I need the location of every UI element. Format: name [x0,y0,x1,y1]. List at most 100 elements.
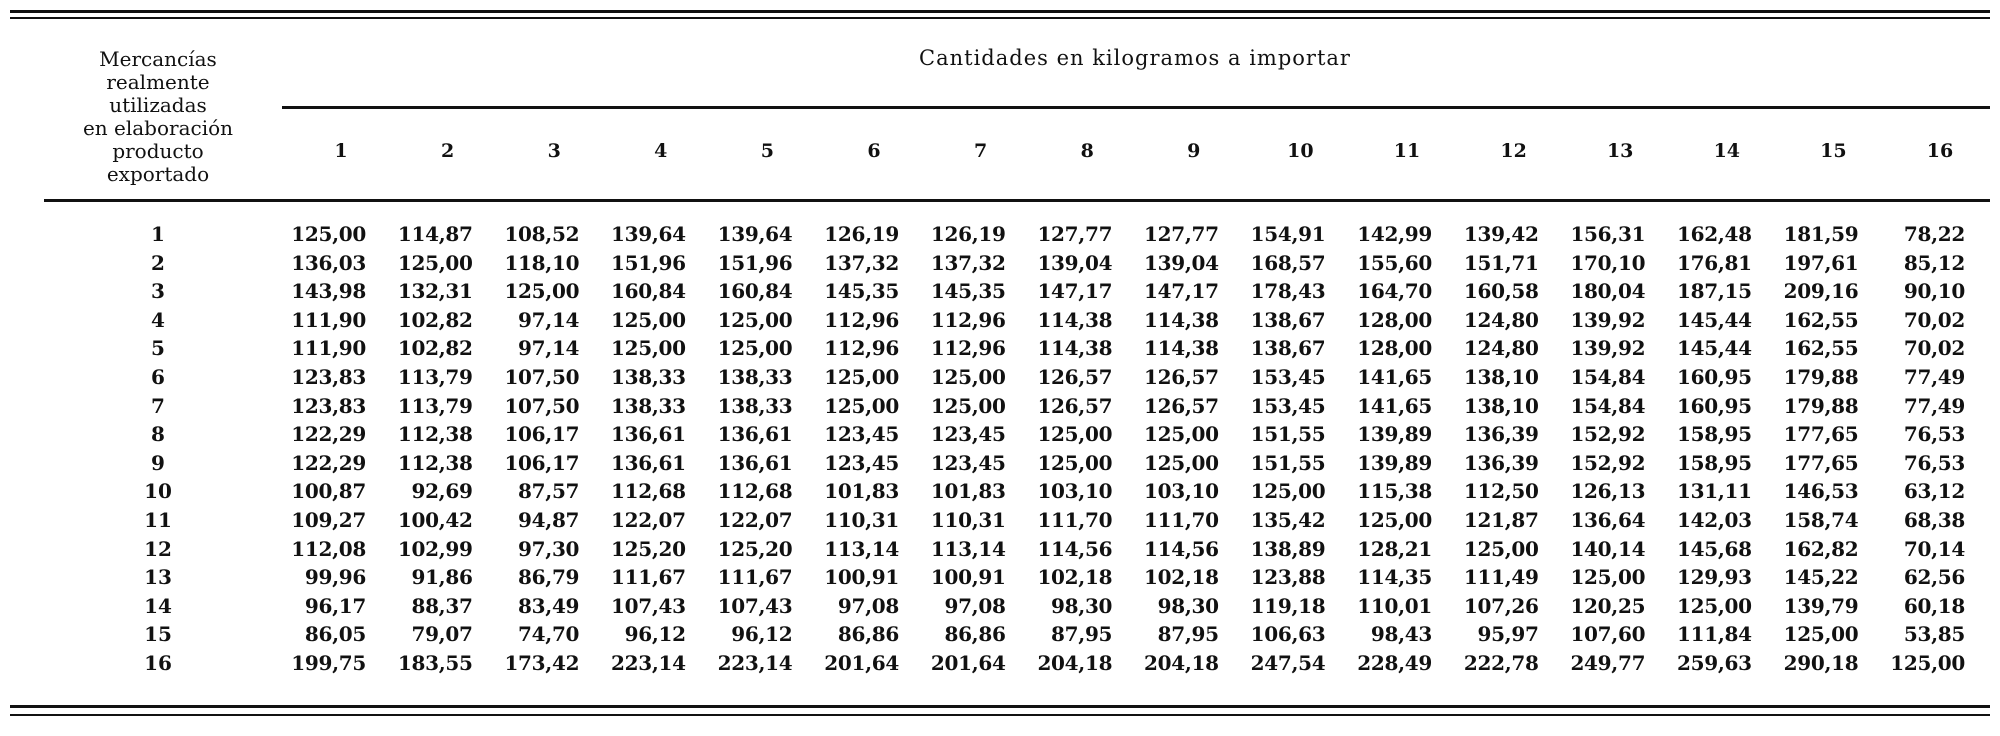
table-cell: 123,45 [930,422,1006,447]
table-cell: 125,00 [1144,422,1219,447]
table-cell: 96,12 [731,622,793,647]
table-cell: 209,16 [1783,279,1859,304]
table-cell: 162,48 [1677,222,1752,246]
table-cell: 158,95 [1677,422,1752,447]
table-cell: 127,77 [1144,222,1219,246]
table-cell: 129,93 [1677,565,1752,590]
table-cell: 139,92 [1570,307,1646,332]
table-cell: 97,08 [837,593,899,618]
table-cell: 74,70 [518,622,580,647]
table-cell: 119,18 [1250,593,1326,618]
table-cell: 145,44 [1677,336,1752,361]
table-cell: 107,60 [1570,622,1646,647]
table-cell: 79,07 [411,622,473,647]
row-label-header-line: utilizadas [109,93,207,117]
table-cell: 122,07 [611,508,686,532]
table-cell: 113,79 [397,393,473,418]
table-cell: 151,55 [1250,422,1326,447]
table-cell: 70,02 [1903,336,1965,361]
table-cell: 125,00 [397,250,473,275]
table-cell: 136,61 [717,422,793,447]
table-cell: 164,70 [1357,279,1432,304]
table-cell: 125,00 [1463,536,1539,561]
table-cell: 112,38 [397,450,473,475]
table-cell: 92,69 [411,479,473,504]
table-cell: 110,31 [930,508,1006,532]
table-cell: 106,17 [504,450,580,475]
table-cell: 138,89 [1250,536,1326,561]
table-cell: 120,25 [1570,593,1646,618]
table-cell: 142,03 [1677,508,1752,532]
table-cell: 147,17 [1144,279,1219,304]
row-label: 3 [151,279,165,304]
table-cell: 113,14 [930,536,1006,561]
table-cell: 147,17 [1037,279,1113,304]
table-cell: 98,30 [1157,593,1219,618]
table-cell: 100,42 [397,508,473,532]
table-cell: 145,22 [1783,565,1859,590]
table-cell: 139,04 [1144,250,1219,275]
table-cell: 187,15 [1677,279,1752,304]
column-header: 6 [867,140,881,162]
table-cell: 177,65 [1783,450,1859,475]
table-cell: 247,54 [1250,651,1326,675]
table-cell: 87,95 [1051,622,1113,647]
table-cell: 138,33 [717,393,793,418]
table-cell: 114,38 [1037,336,1113,361]
row-label: 7 [151,393,165,418]
table-cell: 139,79 [1783,593,1859,618]
table-cell: 111,70 [1144,508,1219,532]
table-cell: 76,53 [1903,450,1965,475]
table-cell: 68,38 [1903,508,1965,532]
table-cell: 142,99 [1357,222,1432,246]
table-cell: 96,17 [304,593,366,618]
table-cell: 126,19 [930,222,1006,246]
table-cell: 78,22 [1903,222,1965,246]
table-cell: 139,89 [1357,450,1432,475]
table-cell: 86,05 [304,622,366,647]
table-cell: 85,12 [1903,250,1965,275]
table-cell: 123,45 [824,450,899,475]
table-cell: 122,29 [291,422,366,447]
table-cell: 106,17 [504,422,580,447]
column-header: 14 [1713,140,1741,162]
table-cell: 103,10 [1037,479,1113,504]
table-cell: 154,84 [1570,393,1646,418]
table-cell: 223,14 [611,651,686,675]
table-cell: 179,88 [1783,365,1859,389]
table-cell: 151,71 [1463,250,1539,275]
table-cell: 112,68 [717,479,793,504]
table-cell: 125,00 [1037,422,1113,447]
column-header: 15 [1820,140,1847,162]
table-cell: 162,82 [1783,536,1859,561]
table-cell: 97,30 [518,536,580,561]
table-cell: 152,92 [1570,422,1646,447]
table-cell: 109,27 [291,508,366,532]
table-cell: 158,74 [1783,508,1859,532]
table-cell: 138,33 [611,365,686,389]
table-cell: 151,96 [611,250,686,275]
table-cell: 140,14 [1570,536,1646,561]
table-cell: 126,19 [824,222,899,246]
table-cell: 153,45 [1250,393,1326,418]
table-cell: 77,49 [1903,393,1965,418]
table-title: Cantidades en kilogramos a importar [919,46,1351,70]
table-cell: 111,84 [1677,622,1752,647]
table-cell: 152,92 [1570,450,1646,475]
table-cell: 201,64 [930,651,1006,675]
table-cell: 138,10 [1463,365,1539,389]
table-cell: 201,64 [824,651,899,675]
row-label: 11 [144,508,172,532]
table-cell: 125,00 [824,393,899,418]
table-cell: 145,35 [930,279,1006,304]
row-label-header-line: exportado [106,162,210,186]
table-cell: 111,90 [291,307,366,332]
table-cell: 199,75 [291,651,366,675]
table-cell: 114,56 [1037,536,1113,561]
table-cell: 125,00 [1783,622,1859,647]
table-cell: 112,96 [930,336,1006,361]
table-cell: 125,00 [504,279,580,304]
table-cell: 111,90 [291,336,366,361]
column-header: 13 [1606,140,1634,162]
row-label: 6 [151,365,165,389]
